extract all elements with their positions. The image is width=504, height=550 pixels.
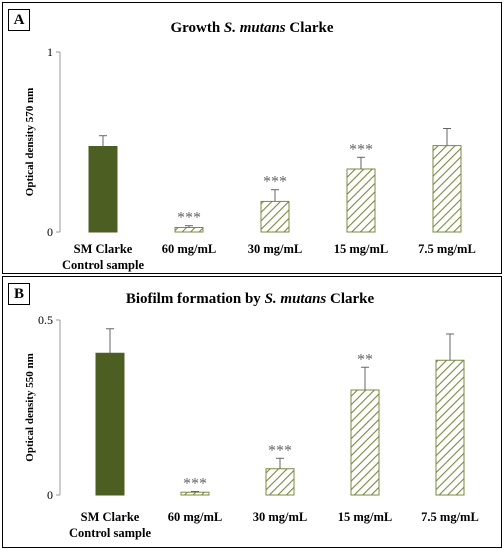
x-tick-label: 60 mg/mL xyxy=(168,510,223,524)
significance-label: *** xyxy=(177,210,201,227)
x-tick-label: 7.5 mg/mL xyxy=(418,242,476,256)
bar xyxy=(95,352,125,496)
y-tick-label: 1 xyxy=(47,45,53,59)
bar xyxy=(88,146,118,233)
x-tick-label: Control sample xyxy=(69,526,152,540)
chart-a: Growth S. mutans Clarke Optical density 5… xyxy=(24,20,476,272)
x-tick-label: 7.5 mg/mL xyxy=(421,510,479,524)
chart-title: Biofilm formation by S. mutans Clarke xyxy=(126,291,375,307)
x-tick-label: SM Clarke xyxy=(74,242,133,256)
y-tick-label: 0 xyxy=(47,488,53,502)
bar xyxy=(432,145,462,233)
y-tick-label: 0.5 xyxy=(38,313,53,327)
significance-label: *** xyxy=(263,174,287,191)
x-tick-label: 60 mg/mL xyxy=(162,242,217,256)
y-axis-label: Optical density 570 nm xyxy=(24,88,36,196)
x-tick-label: 15 mg/mL xyxy=(338,510,393,524)
bar xyxy=(350,389,380,496)
bar xyxy=(346,168,376,233)
significance-label: *** xyxy=(268,442,292,459)
panel-a: A Growth S. mutans Clarke Optical density… xyxy=(2,2,502,274)
x-tick-label: 30 mg/mL xyxy=(248,242,303,256)
x-tick-label: SM Clarke xyxy=(81,510,140,524)
y-tick-label: 0 xyxy=(47,225,53,239)
bar xyxy=(260,200,290,233)
chart-b: Biofilm formation by S. mutans Clarke Opt… xyxy=(24,291,479,540)
bar xyxy=(174,227,204,233)
x-tick-label: 15 mg/mL xyxy=(334,242,389,256)
bar xyxy=(180,491,210,496)
bar xyxy=(265,468,295,496)
panel-label-a: A xyxy=(8,9,30,31)
x-tick-label: Control sample xyxy=(62,258,145,272)
panel-label-b: B xyxy=(8,283,30,305)
bar xyxy=(435,359,465,496)
significance-label: *** xyxy=(349,141,373,158)
y-axis-label: Optical density 550 nm xyxy=(24,353,36,461)
x-tick-label: 30 mg/mL xyxy=(253,510,308,524)
significance-label: ** xyxy=(357,351,373,368)
chart-title: Growth S. mutans Clarke xyxy=(170,20,333,36)
significance-label: *** xyxy=(183,476,207,493)
panel-b: B Biofilm formation by S. mutans Clarke O… xyxy=(2,276,502,548)
